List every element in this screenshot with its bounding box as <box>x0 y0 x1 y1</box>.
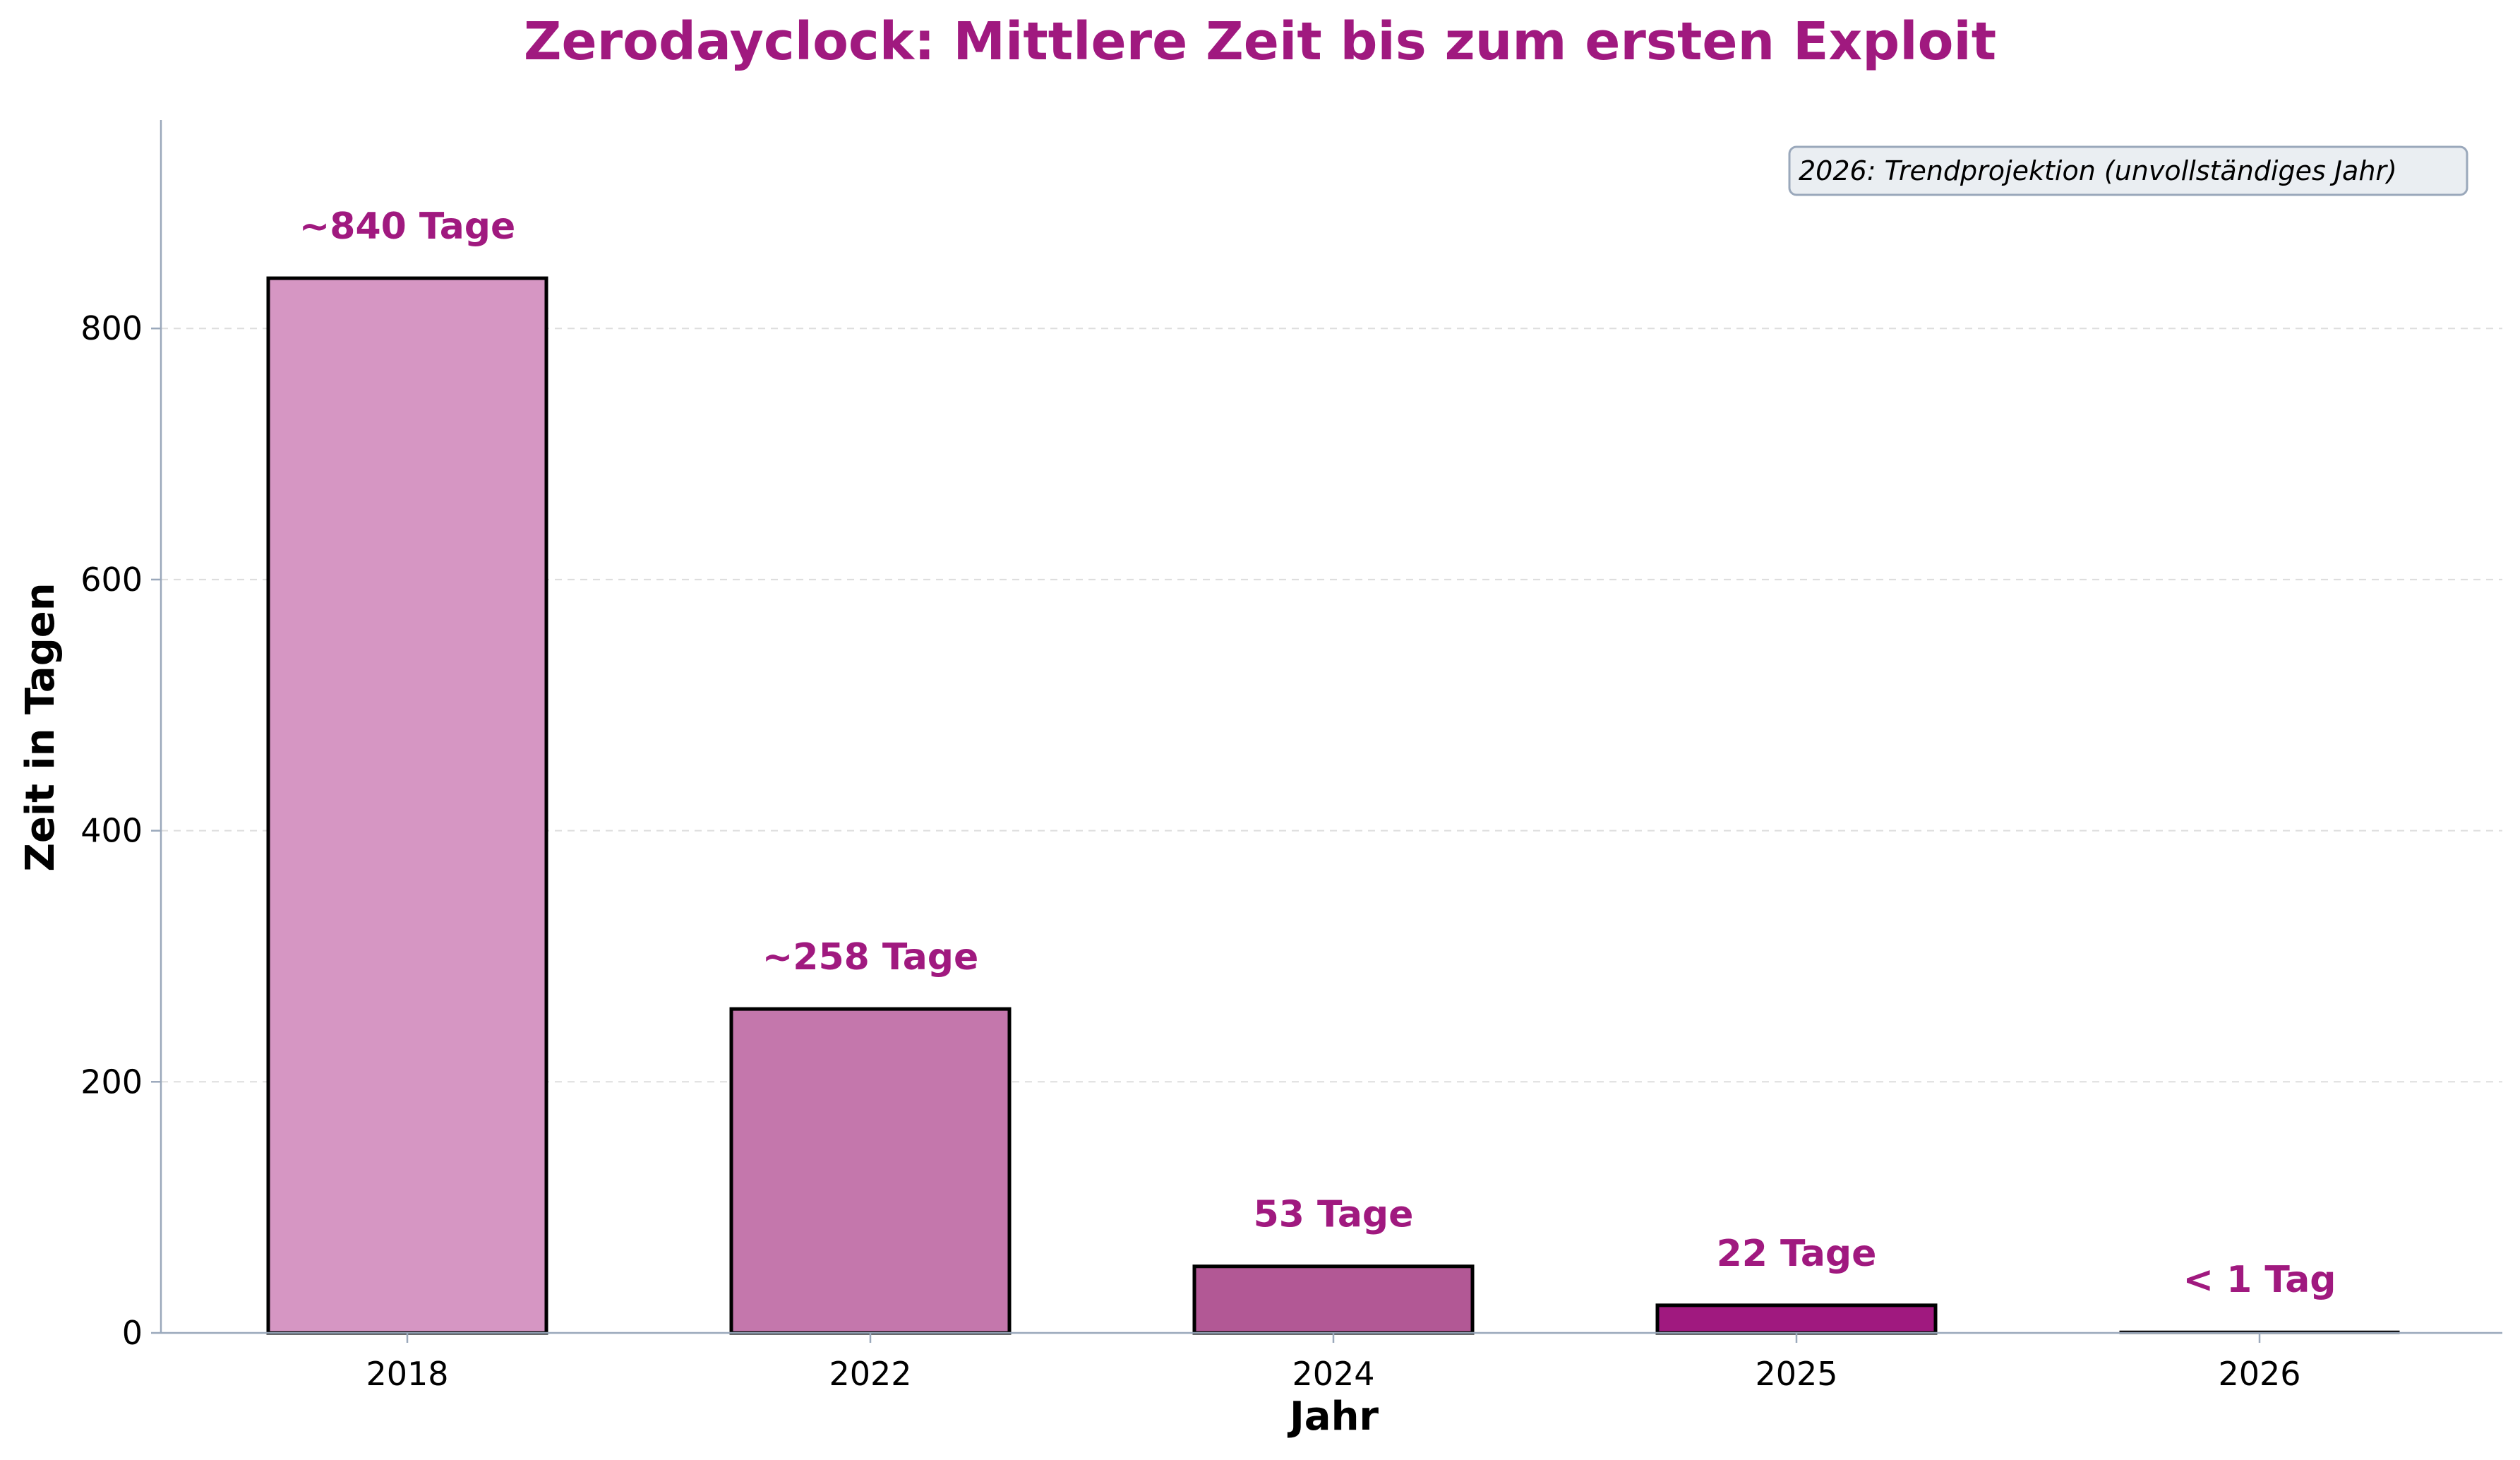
annotation-text: 2026: Trendprojektion (unvollständiges J… <box>1799 155 2397 186</box>
tick-labels: 0 200 400 600 800 2018 2022 2024 2025 2026 <box>80 309 2300 1393</box>
x-tick-label: 2025 <box>1755 1355 1837 1393</box>
data-label-2026: < 1 Tag <box>2183 1259 2336 1301</box>
data-label-2018: ~840 Tage <box>299 205 516 248</box>
x-tick-label: 2026 <box>2218 1355 2300 1393</box>
y-tick-label: 200 <box>80 1063 143 1101</box>
grid-lines <box>161 328 2502 1083</box>
x-tick-label: 2022 <box>829 1355 911 1393</box>
data-label-2022: ~258 Tage <box>762 936 979 979</box>
annotation-background <box>1788 145 2468 196</box>
y-tick-label: 800 <box>80 309 143 347</box>
annotation-box: 2026: Trendprojektion (unvollständiges J… <box>1788 145 2468 196</box>
bars <box>266 276 2400 1335</box>
x-tick-label: 2018 <box>366 1355 448 1393</box>
x-axis-label: Jahr <box>1287 1394 1379 1440</box>
bar-2024 <box>1192 1264 1475 1335</box>
bar-2022 <box>729 1007 1012 1335</box>
bar-2025 <box>1655 1303 1938 1335</box>
data-label-2024: 53 Tage <box>1254 1194 1414 1236</box>
data-label-2025: 22 Tage <box>1717 1233 1877 1275</box>
data-labels: ~840 Tage ~258 Tage 53 Tage 22 Tage < 1 Tag <box>299 205 2336 1301</box>
y-tick-label: 400 <box>80 812 143 850</box>
axes <box>151 120 2502 1343</box>
y-tick-label: 0 <box>122 1314 143 1352</box>
y-tick-label: 600 <box>80 561 143 599</box>
chart-title: Zerodayclock: Mittlere Zeit bis zum erst… <box>524 11 1996 72</box>
bar-2018 <box>266 276 548 1335</box>
x-tick-label: 2024 <box>1292 1355 1374 1393</box>
y-axis-label: Zeit in Tagen <box>18 582 64 871</box>
